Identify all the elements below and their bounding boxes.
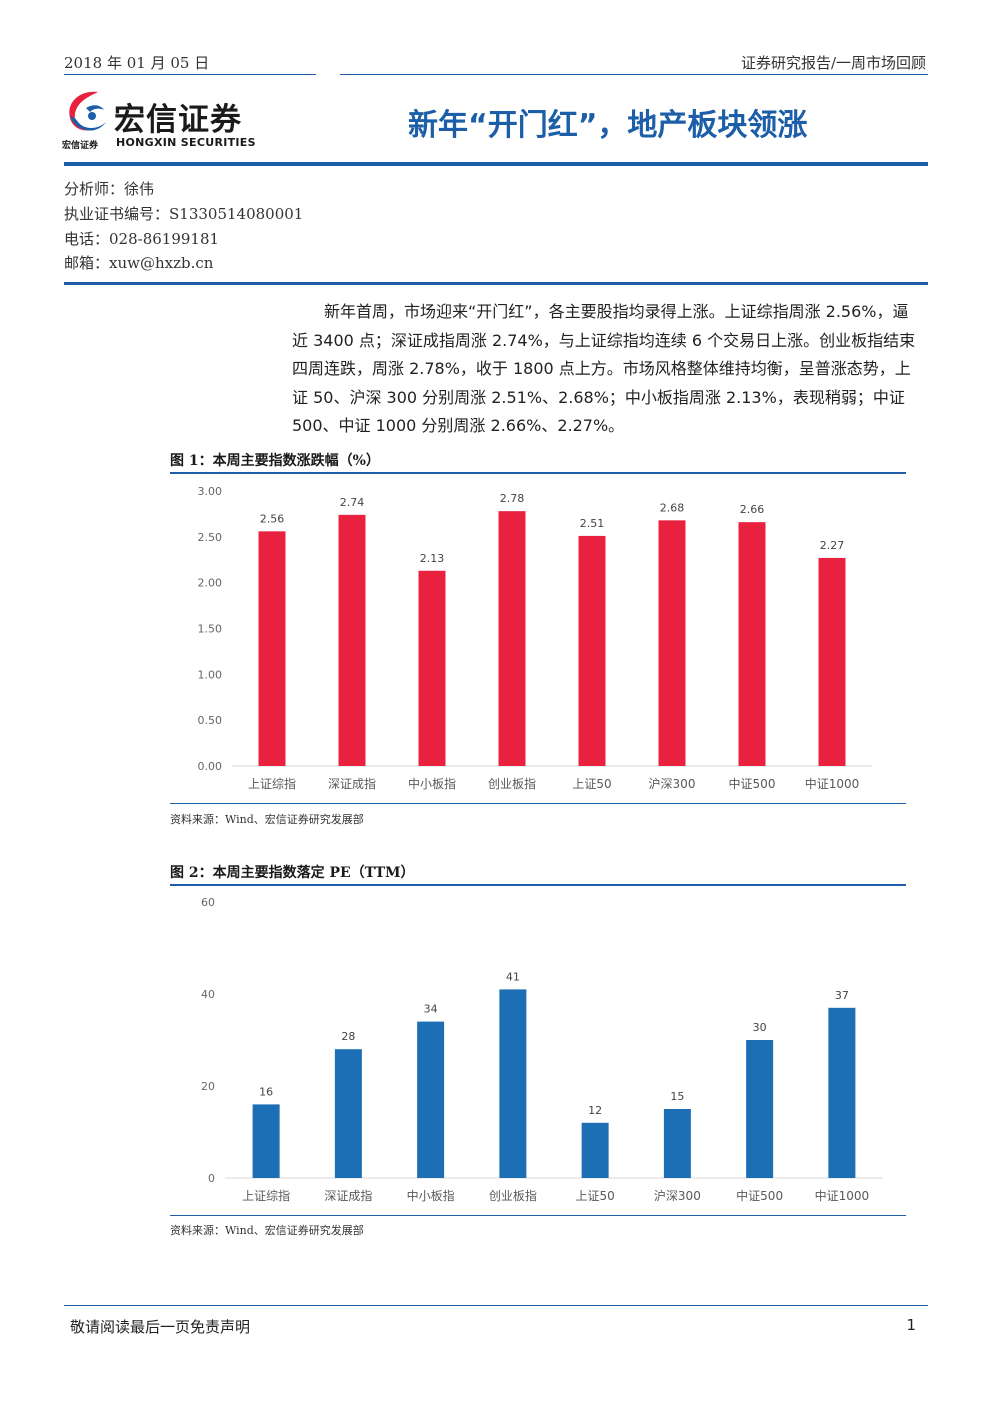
y-tick-label: 20 (201, 1080, 215, 1093)
data-label: 2.68 (660, 501, 685, 514)
disclaimer-note[interactable]: 敬请阅读最后一页免责声明 (70, 1318, 251, 1336)
bar (252, 1104, 280, 1178)
y-tick-label: 60 (201, 896, 215, 909)
bar (338, 514, 366, 766)
x-tick-label: 上证综指 (242, 1188, 290, 1203)
company-logo: 宏信证券 宏信证券 HONGXIN SECURITIES (62, 86, 272, 151)
y-tick-label: 1.50 (198, 623, 223, 636)
x-tick-label: 上证50 (575, 1189, 614, 1203)
logo-name-en: HONGXIN SECURITIES (116, 136, 256, 149)
data-label: 41 (506, 970, 520, 983)
x-tick-label: 上证50 (572, 777, 611, 791)
title-rule (64, 162, 928, 166)
x-tick-label: 上证综指 (248, 776, 296, 791)
analyst-email[interactable]: 邮箱：xuw@hxzb.cn (64, 254, 214, 272)
bar (663, 1109, 691, 1178)
report-date: 2018 年 01 月 05 日 (64, 54, 210, 72)
data-label: 12 (588, 1104, 602, 1117)
x-tick-label: 深证成指 (328, 776, 376, 791)
bar (581, 1122, 609, 1178)
y-tick-label: 0 (208, 1172, 215, 1185)
y-tick-label: 1.00 (198, 668, 223, 681)
analyst-rule (64, 282, 928, 285)
header-rule-right (340, 74, 928, 75)
header-rule-left (64, 74, 316, 75)
x-tick-label: 中证500 (729, 776, 776, 791)
x-tick-label: 中证1000 (815, 1188, 870, 1203)
page-number: 1 (906, 1316, 916, 1334)
report-title: 新年“开门红”，地产板块领涨 (408, 108, 808, 143)
figure-1-top-rule (170, 472, 906, 474)
x-tick-label: 中证1000 (805, 776, 860, 791)
x-tick-label: 创业板指 (488, 776, 536, 791)
y-tick-label: 40 (201, 988, 215, 1001)
figure-2-bottom-rule (170, 1215, 906, 1216)
data-label: 30 (753, 1021, 767, 1034)
y-tick-label: 2.50 (198, 531, 223, 544)
logo-emblem-icon (69, 91, 106, 131)
data-label: 37 (835, 989, 849, 1002)
summary-paragraph: 新年首周，市场迎来“开门红”，各主要股指均录得上涨。上证综指周涨 2.56%，逼… (292, 302, 916, 435)
bar (334, 1049, 362, 1178)
bar (499, 989, 527, 1178)
bar (818, 557, 846, 766)
y-tick-label: 3.00 (198, 485, 223, 498)
figure-2-top-rule (170, 884, 906, 886)
bar (417, 1021, 445, 1178)
footer-rule (64, 1305, 928, 1306)
data-label: 34 (424, 1003, 438, 1016)
data-label: 2.27 (820, 539, 845, 552)
data-label: 28 (341, 1030, 355, 1043)
bar (498, 511, 526, 766)
figure-1-bottom-rule (170, 803, 906, 804)
x-tick-label: 沪深300 (654, 1189, 701, 1203)
x-tick-label: 中小板指 (408, 776, 456, 791)
analyst-name: 分析师：徐伟 (64, 180, 155, 198)
bar (258, 531, 286, 766)
bar (738, 522, 766, 766)
x-tick-label: 深证成指 (324, 1188, 372, 1203)
figure-1-bar-chart: 0.00 0.50 1.00 1.50 2.00 2.50 3.00 2.56 上证综指 2.74… (198, 485, 872, 791)
y-tick-label: 0.00 (198, 760, 223, 773)
x-tick-label: 中证500 (736, 1188, 783, 1203)
bar (828, 1007, 856, 1178)
bar (658, 520, 686, 766)
data-label: 15 (670, 1090, 684, 1103)
data-label: 16 (259, 1085, 273, 1098)
x-tick-label: 沪深300 (649, 777, 696, 791)
bar (418, 570, 446, 766)
y-tick-label: 0.50 (198, 714, 223, 727)
figure-2-title: 图 2：本周主要指数落定 PE（TTM） (170, 865, 415, 881)
data-label: 2.51 (580, 517, 605, 530)
y-tick-label: 2.00 (198, 577, 223, 590)
analyst-cert: 执业证书编号：S1330514080001 (64, 205, 304, 223)
report-type: 证券研究报告/一周市场回顾 (740, 54, 926, 72)
logo-name-cn: 宏信证券 (114, 102, 242, 138)
x-tick-label: 创业板指 (489, 1188, 537, 1203)
figure-2-bar-chart: 0 20 40 60 16 上证综指 28 深证成指 34 中小板指 41 创业板指 12 上证50 15 沪… (201, 896, 883, 1203)
data-label: 2.66 (740, 503, 765, 516)
data-label: 2.74 (340, 496, 365, 509)
analyst-phone: 电话：028-86199181 (64, 230, 220, 248)
figure-1-source: 资料来源：Wind、宏信证券研究发展部 (170, 813, 364, 826)
logo-name-small: 宏信证券 (62, 141, 99, 151)
bar (578, 535, 606, 766)
data-label: 2.13 (420, 552, 445, 565)
figure-2-source: 资料来源：Wind、宏信证券研究发展部 (170, 1224, 364, 1237)
data-label: 2.56 (260, 512, 285, 525)
figure-1-title: 图 1：本周主要指数涨跌幅（%） (170, 453, 380, 469)
data-label: 2.78 (500, 492, 525, 505)
x-tick-label: 中小板指 (407, 1188, 455, 1203)
bar (746, 1040, 774, 1178)
